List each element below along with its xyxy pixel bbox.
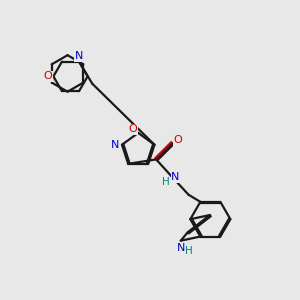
Text: O: O xyxy=(174,135,183,145)
Text: N: N xyxy=(75,51,83,61)
Text: H: H xyxy=(185,246,193,256)
Text: O: O xyxy=(44,71,52,81)
Text: H: H xyxy=(162,177,170,187)
Text: N: N xyxy=(171,172,179,182)
Text: N: N xyxy=(177,243,185,253)
Text: N: N xyxy=(111,140,120,150)
Text: O: O xyxy=(128,124,137,134)
